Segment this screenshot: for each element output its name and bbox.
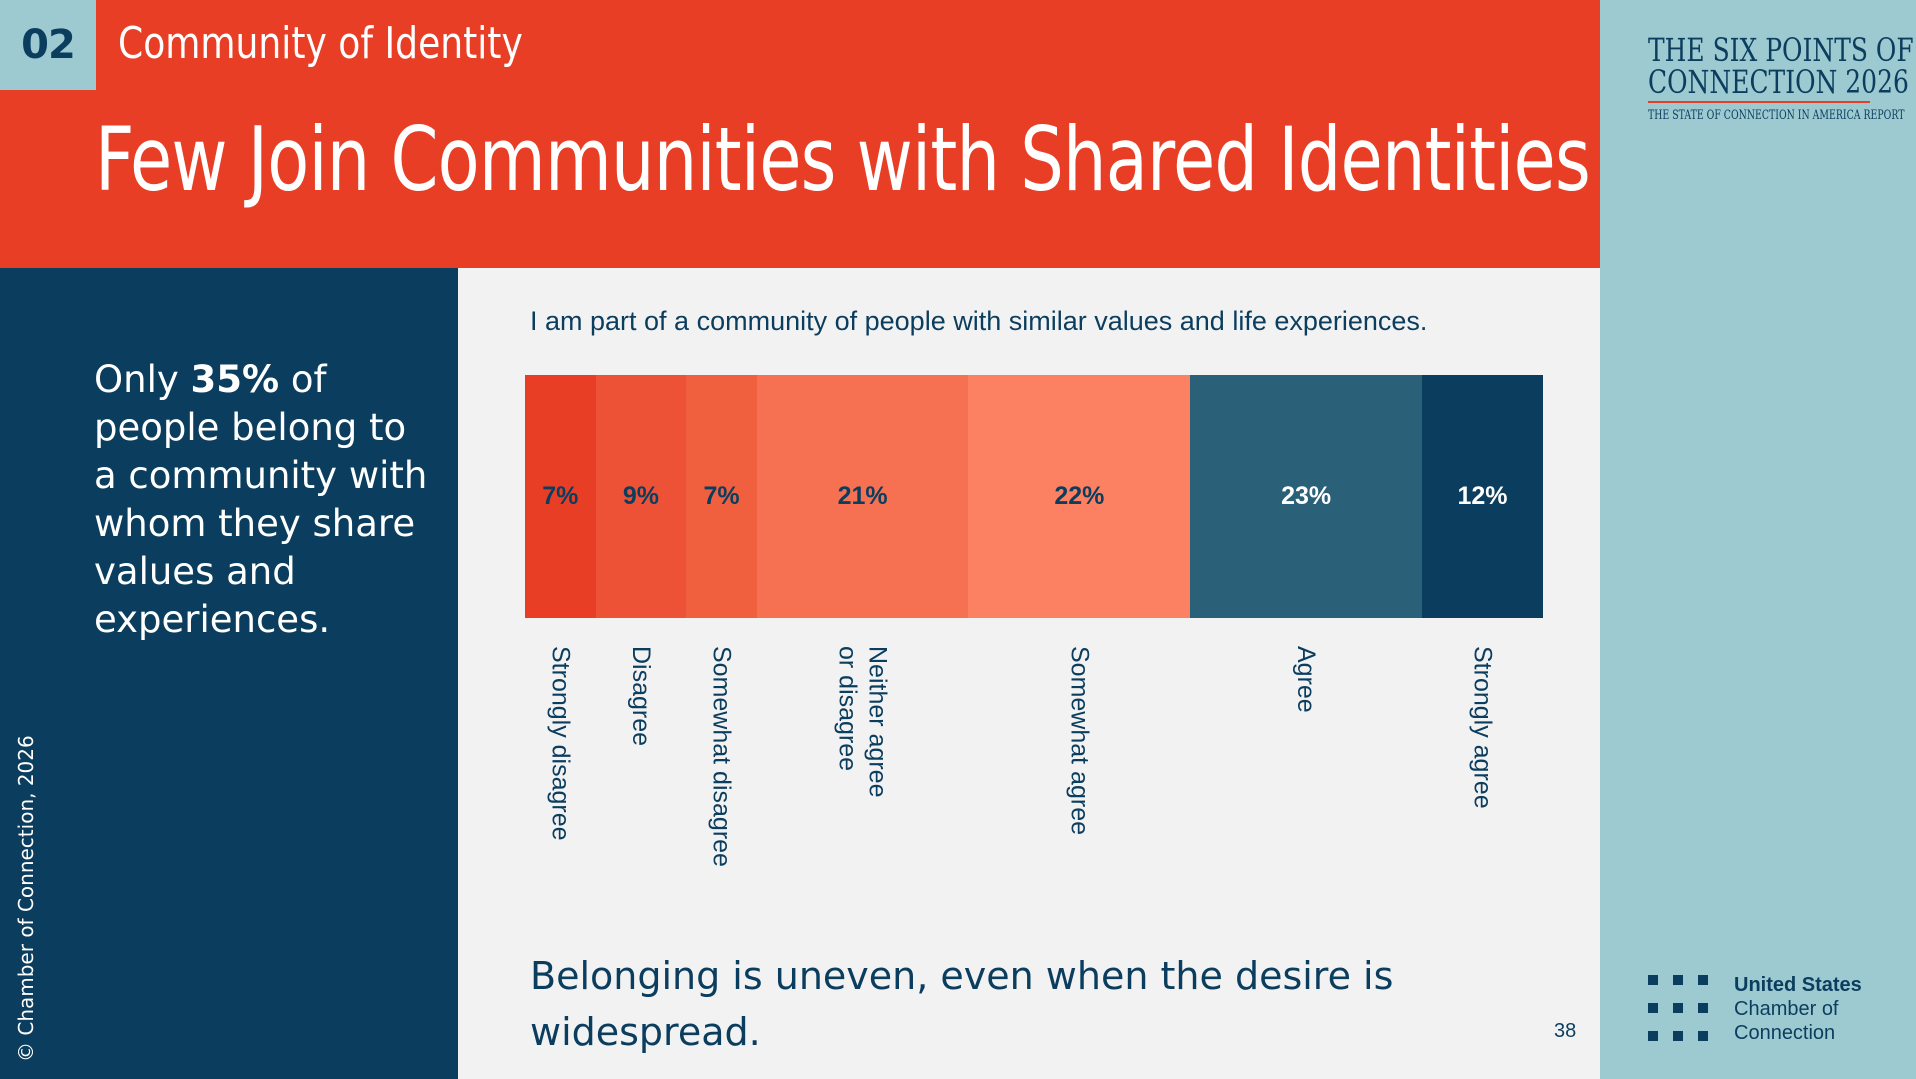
report-title: THE SIX POINTS OF CONNECTION 2026 xyxy=(1648,34,1914,98)
callout-prefix: Only xyxy=(94,358,191,401)
page-number: 38 xyxy=(1554,1020,1577,1042)
org-name-line3: Connection xyxy=(1734,1022,1836,1044)
left-panel: Only 35% of people belong to a community… xyxy=(0,268,458,1079)
category-label: Strongly disagree xyxy=(546,646,575,841)
data-label: 21% xyxy=(837,482,888,510)
report-title-line1: THE SIX POINTS OF xyxy=(1648,31,1914,69)
bar-segment xyxy=(1422,375,1544,618)
category-label: Strongly agree xyxy=(1468,646,1497,809)
category-label: Disagree xyxy=(626,646,655,747)
right-panel: THE SIX POINTS OF CONNECTION 2026 THE ST… xyxy=(1600,0,1916,1079)
report-subtitle: THE STATE OF CONNECTION IN AMERICA REPOR… xyxy=(1648,108,1905,123)
header-band: 02 Community of Identity Few Join Commun… xyxy=(0,0,1600,268)
category-label: Somewhat agree xyxy=(1065,646,1094,836)
category-label: Somewhat disagree xyxy=(707,646,736,867)
data-label: 9% xyxy=(622,482,659,510)
category-label: Neither agree or disagree xyxy=(833,646,892,798)
page-title: Few Join Communities with Shared Identit… xyxy=(95,108,1591,211)
bar-segment xyxy=(595,375,687,618)
bar-segment xyxy=(1190,375,1423,618)
data-label: 23% xyxy=(1281,482,1332,510)
bar-segment xyxy=(525,375,597,618)
callout-text: Only 35% of people belong to a community… xyxy=(94,356,434,644)
category-label: Agree xyxy=(1292,646,1321,713)
report-title-line2: CONNECTION 2026 xyxy=(1648,63,1909,101)
report-title-rule xyxy=(1648,101,1870,103)
data-label: 22% xyxy=(1054,482,1105,510)
org-logo-text: United States Chamber of Connection xyxy=(1734,973,1862,1045)
dot-grid-icon xyxy=(1648,975,1708,1041)
org-name-line2: Chamber of xyxy=(1734,998,1839,1020)
chart-title: I am part of a community of people with … xyxy=(530,306,1428,336)
org-name-line1: United States xyxy=(1734,974,1862,996)
section-number: 02 xyxy=(0,0,96,90)
bar-segment xyxy=(686,375,758,618)
callout-suffix: of people belong to a community with who… xyxy=(94,358,428,641)
data-label: 7% xyxy=(542,482,579,510)
copyright: © Chamber of Connection, 2026 xyxy=(14,735,38,1062)
bar-segment xyxy=(756,375,969,618)
data-label: 7% xyxy=(703,482,740,510)
takeaway-text: Belonging is uneven, even when the desir… xyxy=(530,954,1394,1054)
stacked-bar-chart: 7% 9% 7% 21% 22% 23% 12% xyxy=(525,375,1544,618)
section-title: Community of Identity xyxy=(118,18,523,69)
bar-segment xyxy=(968,375,1191,618)
data-label: 12% xyxy=(1457,482,1508,510)
callout-highlight: 35% xyxy=(190,358,280,401)
